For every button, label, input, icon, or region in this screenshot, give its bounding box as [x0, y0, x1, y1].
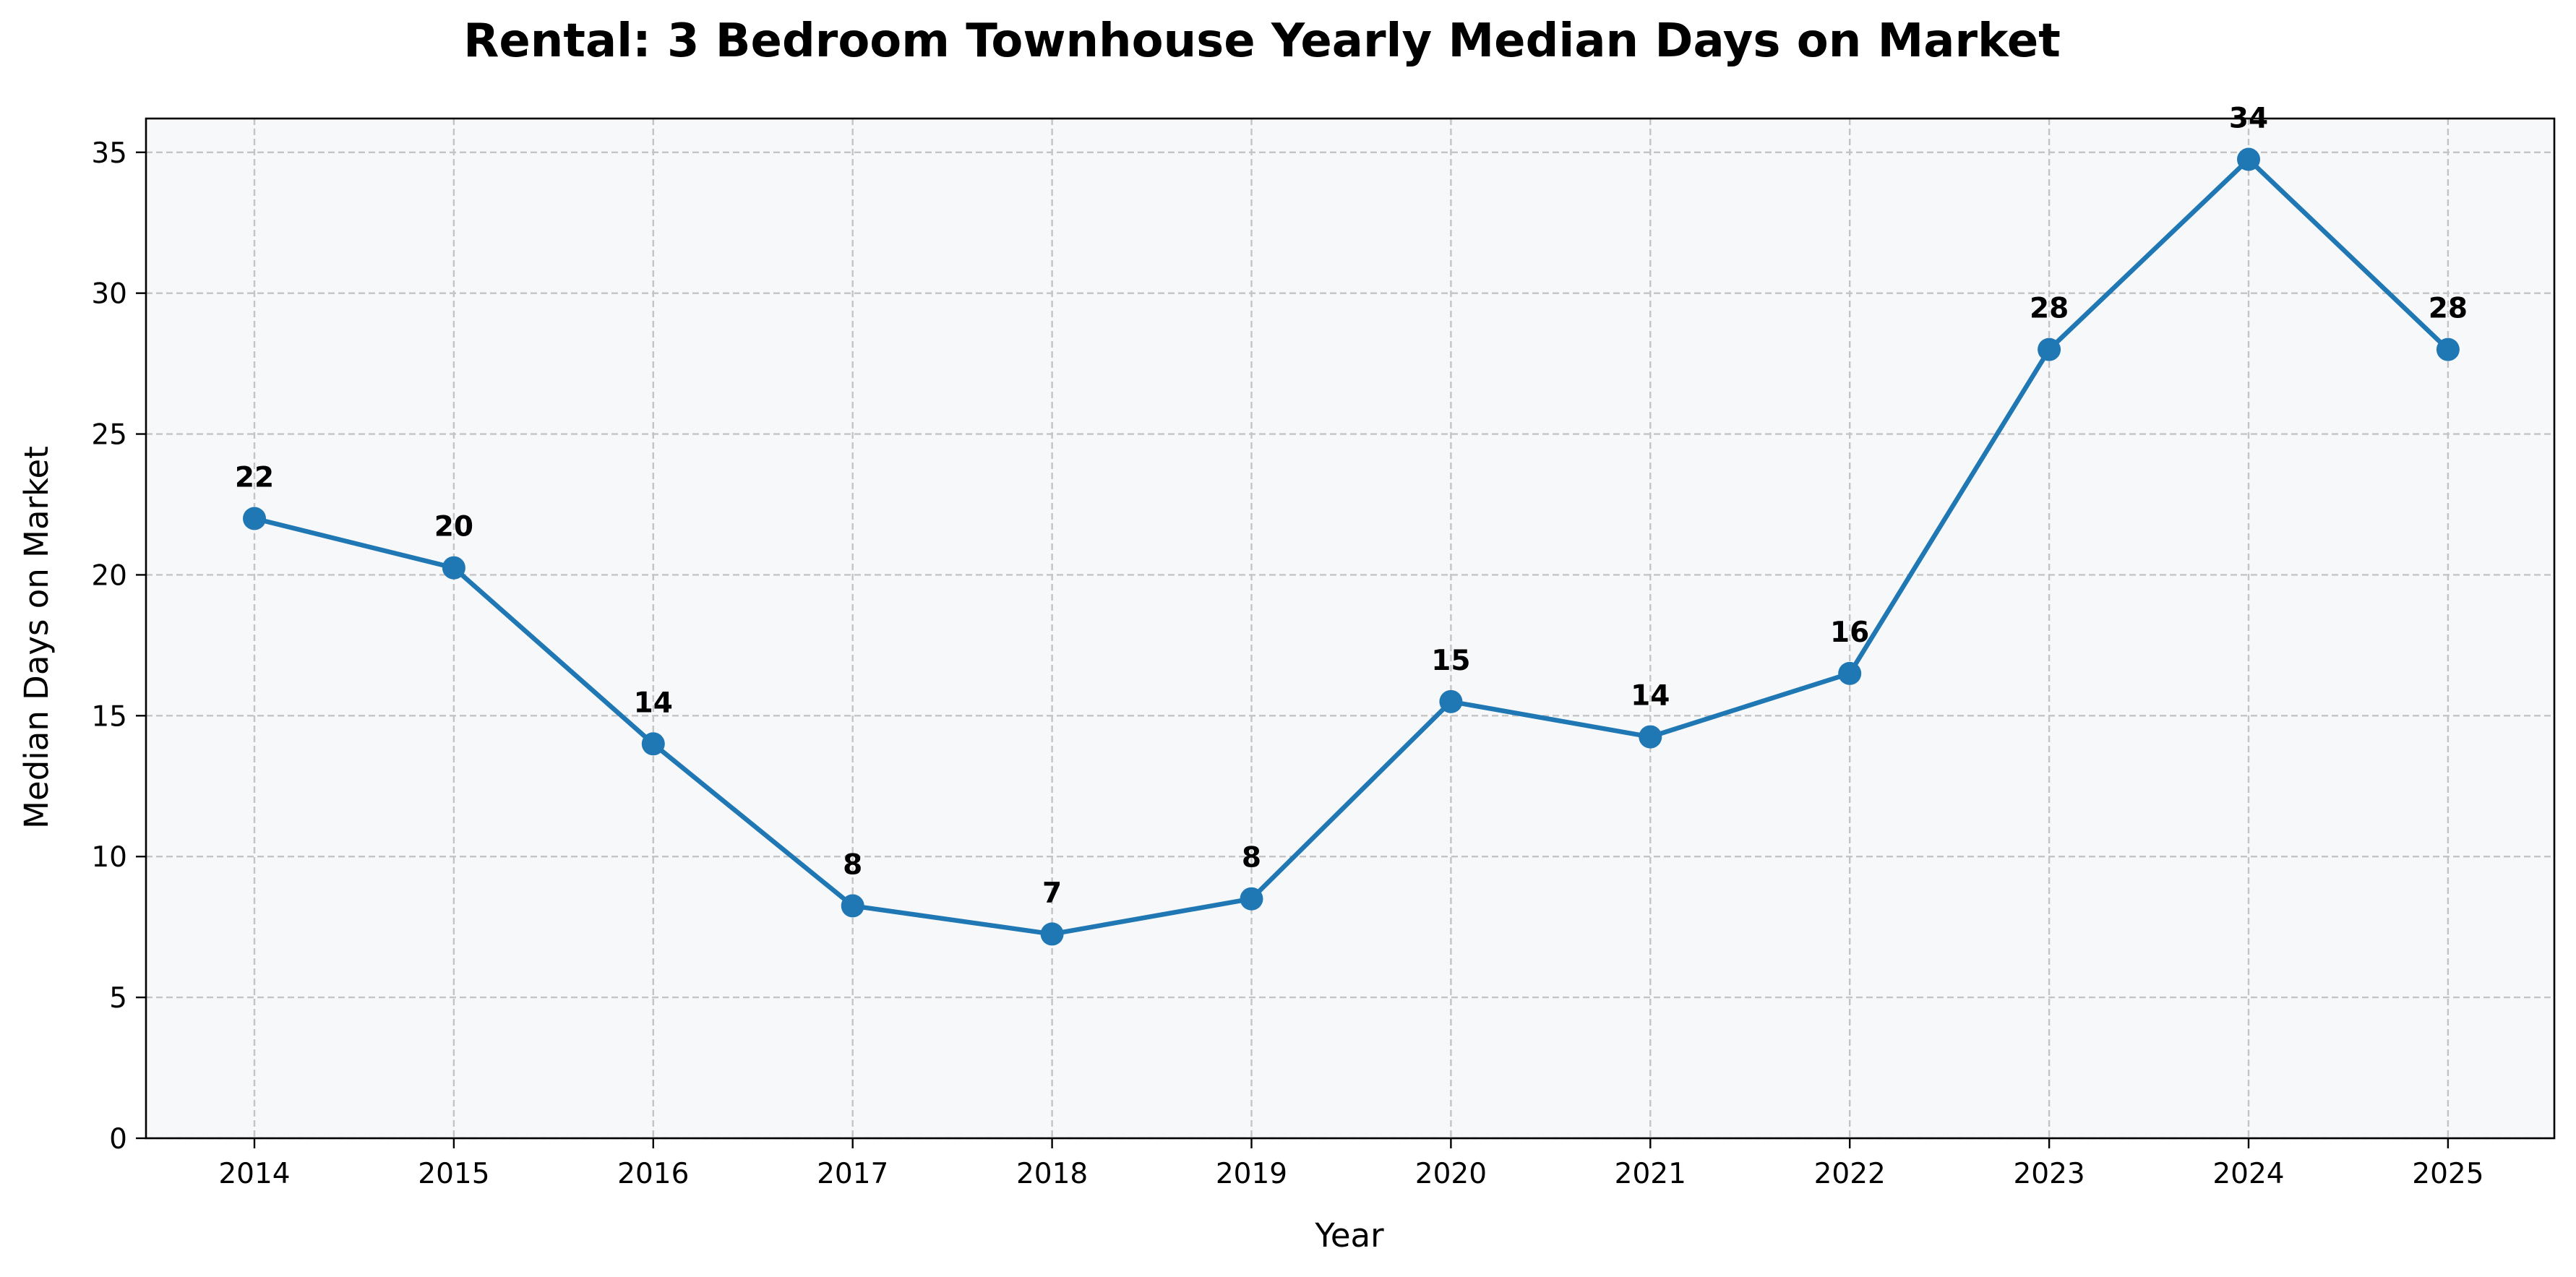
data-label: 15 [1431, 645, 1470, 677]
x-tick-label: 2017 [817, 1158, 888, 1190]
y-tick-label: 0 [109, 1123, 127, 1156]
y-axis-label: Median Days on Market [17, 446, 56, 829]
x-tick-label: 2021 [1615, 1158, 1686, 1190]
data-point [2237, 147, 2260, 171]
data-label: 7 [1042, 877, 1062, 909]
series-markers [243, 147, 2460, 946]
data-point [442, 556, 465, 580]
data-point [1439, 689, 1463, 713]
data-point [243, 507, 266, 530]
plot-frame [145, 117, 2556, 1140]
data-label: 34 [2229, 103, 2268, 135]
x-tick-label: 2022 [1814, 1158, 1886, 1190]
data-label: 8 [1242, 842, 1261, 874]
y-axis-ticks: 0 5 10 15 20 25 30 35 [91, 137, 146, 1156]
y-tick-label: 35 [91, 137, 127, 170]
chart-title: Rental: 3 Bedroom Townhouse Yearly Media… [463, 14, 2061, 68]
y-tick-label: 5 [109, 982, 127, 1015]
series-line [252, 157, 2451, 937]
data-label: 28 [2030, 293, 2069, 325]
data-labels: 22 20 14 8 7 8 15 14 16 28 34 28 [235, 103, 2468, 910]
data-label: 16 [1830, 616, 1869, 649]
x-axis-label: Year [1314, 1216, 1384, 1255]
data-point [2436, 337, 2460, 361]
x-tick-label: 2023 [2013, 1158, 2085, 1190]
data-label: 14 [634, 687, 673, 719]
y-tick-label: 30 [91, 278, 127, 311]
data-point [841, 894, 864, 918]
data-label: 8 [843, 848, 862, 881]
x-tick-label: 2018 [1016, 1158, 1088, 1190]
data-point [1838, 661, 1862, 685]
data-point [1240, 887, 1263, 911]
x-tick-label: 2014 [218, 1158, 290, 1190]
x-axis-ticks: 2014 2015 2016 2017 2018 2019 2020 2021 2022 2023… [218, 1138, 2484, 1190]
data-label: 22 [235, 461, 274, 494]
data-label: 28 [2429, 293, 2468, 325]
y-tick-label: 15 [91, 700, 127, 733]
data-point [1639, 725, 1662, 749]
y-tick-label: 25 [91, 419, 127, 452]
x-tick-label: 2015 [418, 1158, 489, 1190]
data-point [1040, 922, 1064, 946]
data-label: 20 [434, 511, 473, 543]
x-tick-label: 2016 [617, 1158, 689, 1190]
x-tick-label: 2024 [2212, 1158, 2284, 1190]
x-tick-label: 2019 [1216, 1158, 1287, 1190]
y-tick-label: 10 [91, 841, 127, 874]
x-tick-label: 2025 [2412, 1158, 2483, 1190]
data-point [2038, 337, 2061, 361]
x-tick-label: 2020 [1415, 1158, 1487, 1190]
plot-area [146, 119, 2554, 1138]
data-label: 14 [1631, 680, 1670, 713]
data-point [641, 732, 665, 756]
y-tick-label: 20 [91, 559, 127, 592]
